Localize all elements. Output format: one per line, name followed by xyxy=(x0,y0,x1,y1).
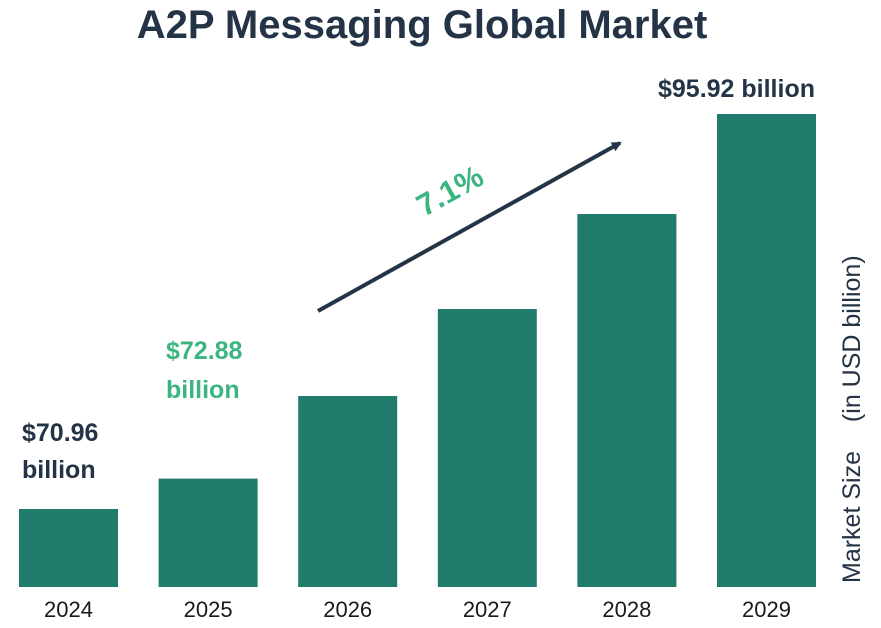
y-axis-label-unit: (in USD billion) xyxy=(838,255,866,422)
value-label-2029: $95.92 billion xyxy=(658,75,815,103)
x-tick-2028: 2028 xyxy=(602,597,651,622)
x-tick-2026: 2026 xyxy=(323,597,372,622)
bar-2024 xyxy=(19,509,118,587)
x-tick-labels: 2024 2025 2026 2027 2028 2029 xyxy=(44,597,791,622)
x-tick-2027: 2027 xyxy=(463,597,512,622)
growth-arrow xyxy=(317,141,622,313)
chart-title: A2P Messaging Global Market xyxy=(137,3,708,47)
svg-text:Market Size (in USD bill: Market Size (in USD billion) xyxy=(838,255,866,583)
y-axis-label: Market Size (in USD billion) xyxy=(838,255,866,583)
bar-2026 xyxy=(298,396,398,587)
x-tick-2025: 2025 xyxy=(184,597,233,622)
bars-group xyxy=(19,114,816,587)
y-axis-label-main: Market Size xyxy=(838,451,866,583)
x-tick-2029: 2029 xyxy=(742,597,791,622)
bar-2027 xyxy=(437,309,537,587)
bar-2029 xyxy=(717,114,816,587)
value-label-2025-line2: billion xyxy=(166,376,240,404)
value-label-2024-line2: billion xyxy=(22,456,96,484)
bar-2028 xyxy=(577,214,677,587)
bar-2025 xyxy=(158,478,258,587)
x-tick-2024: 2024 xyxy=(44,597,93,622)
value-label-2025-line1: $72.88 xyxy=(166,337,243,365)
cagr-label: 7.1% xyxy=(411,158,490,223)
value-label-2024-line1: $70.96 xyxy=(22,419,98,447)
